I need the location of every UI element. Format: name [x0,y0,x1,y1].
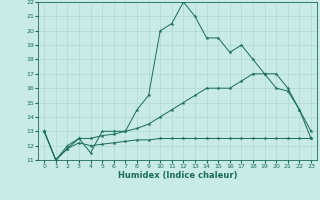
X-axis label: Humidex (Indice chaleur): Humidex (Indice chaleur) [118,171,237,180]
